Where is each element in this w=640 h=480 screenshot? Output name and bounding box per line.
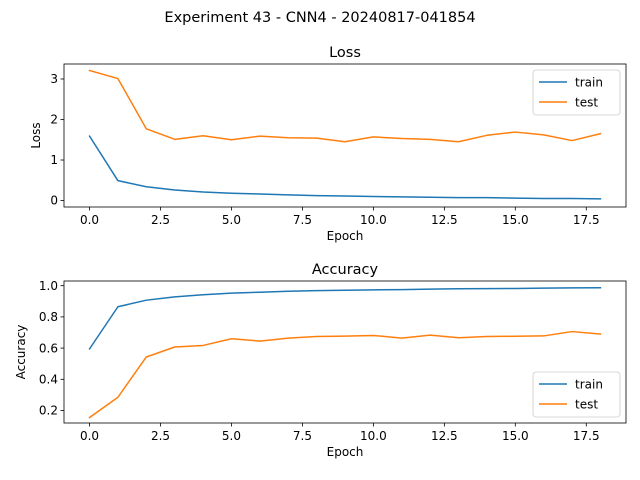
x-tick-label: 2.5 [151,213,170,227]
legend-label-train: train [575,377,603,391]
legend-label-test: test [575,397,598,411]
chart-title: Loss [329,45,361,61]
y-tick-label: 0.6 [39,341,58,355]
y-tick-label: 0.2 [39,404,58,418]
x-tick-label: 12.5 [431,429,458,443]
x-tick-label: 12.5 [431,213,458,227]
x-tick-label: 0.0 [80,213,99,227]
legend-label-test: test [575,95,598,109]
figure-title: Experiment 43 - CNN4 - 20240817-041854 [164,10,475,26]
x-tick-label: 7.5 [293,429,312,443]
x-axis-label: Epoch [327,229,364,243]
chart-title: Accuracy [312,262,379,278]
legend: train test [532,371,621,418]
y-tick-label: 0.4 [39,373,58,387]
x-tick-label: 10.0 [360,213,387,227]
x-tick-label: 10.0 [360,429,387,443]
x-tick-label: 15.0 [502,429,529,443]
legend-label-train: train [575,75,603,89]
y-axis-label: Loss [29,122,43,148]
plots: Loss 0.0 2.5 5.0 7.5 10.0 12.5 15.0 17.5 0 1 2 3 Epoc… [14,45,627,459]
y-tick-label: 0.8 [39,310,58,324]
y-axis-label: Accuracy [14,325,28,380]
axes-frame [63,280,627,424]
y-tick-label: 1.0 [39,279,58,293]
chart-0: Loss 0.0 2.5 5.0 7.5 10.0 12.5 15.0 17.5 0 1 2 3 Epoc… [29,45,627,243]
y-tick-label: 3 [50,72,58,86]
y-tick-label: 0 [50,194,58,208]
x-tick-label: 17.5 [573,429,600,443]
chart-1: Accuracy 0.0 2.5 5.0 7.5 10.0 12.5 15.0 17.5 0.2 0… [14,262,627,459]
series-line-test [88,330,602,419]
series-line-train [88,135,602,200]
x-tick-label: 0.0 [80,429,99,443]
axes-frame [63,63,627,208]
x-tick-label: 5.0 [222,213,241,227]
legend: train test [532,69,621,116]
x-axis-label: Epoch [327,445,364,459]
y-tick-label: 1 [50,153,58,167]
x-tick-label: 17.5 [573,213,600,227]
x-tick-label: 7.5 [293,213,312,227]
y-tick-label: 2 [50,113,58,127]
x-tick-label: 2.5 [151,429,170,443]
series-line-train [88,286,602,350]
series-line-test [88,69,602,143]
x-tick-label: 15.0 [502,213,529,227]
x-tick-label: 5.0 [222,429,241,443]
